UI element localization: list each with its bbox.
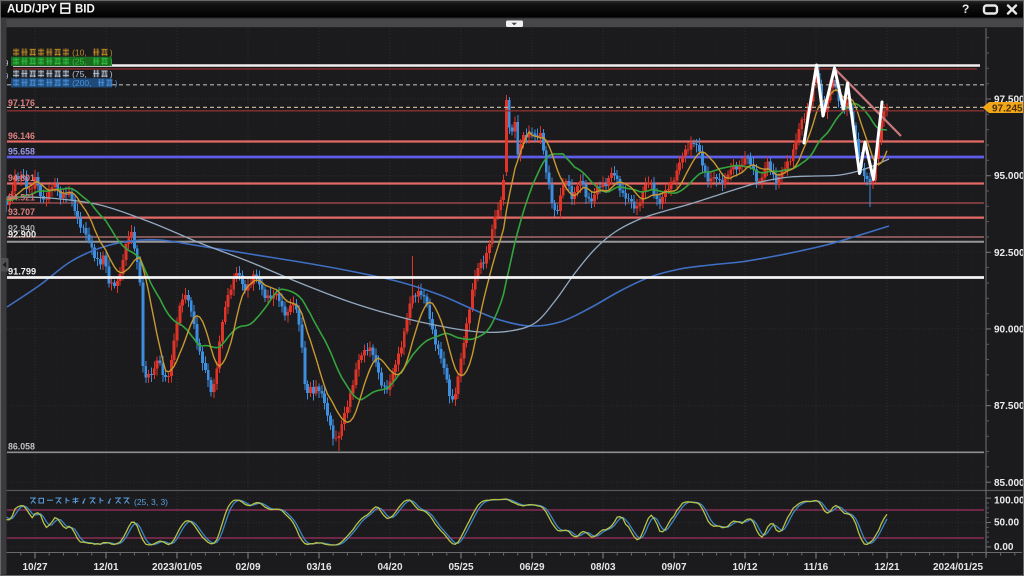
svg-text:100.00: 100.00 (994, 496, 1024, 507)
svg-text:10/12: 10/12 (732, 562, 757, 573)
svg-text:50.00: 50.00 (994, 518, 1019, 529)
svg-text:10/27: 10/27 (22, 562, 47, 573)
svg-text:2023/01/05: 2023/01/05 (152, 562, 202, 573)
svg-text:97.176: 97.176 (8, 98, 35, 108)
svg-text:(25, 3, 3): (25, 3, 3) (134, 497, 168, 507)
svg-text:96.146: 96.146 (8, 131, 35, 141)
svg-text:05/25: 05/25 (448, 562, 473, 573)
svg-text:(25,: (25, (72, 57, 87, 67)
svg-text:12/21: 12/21 (874, 562, 899, 573)
svg-text:90.000: 90.000 (994, 324, 1024, 335)
svg-text:12/01: 12/01 (93, 562, 118, 573)
svg-text:(200,: (200, (72, 78, 91, 88)
svg-text:(75,: (75, (72, 69, 87, 79)
svg-text:?: ? (962, 2, 969, 16)
svg-text:09/07: 09/07 (661, 562, 686, 573)
svg-text:04/20: 04/20 (377, 562, 402, 573)
svg-text:85.000: 85.000 (994, 478, 1024, 489)
svg-text:2024/01/25: 2024/01/25 (933, 562, 983, 573)
svg-text:97.500: 97.500 (994, 95, 1024, 106)
svg-text:95.658: 95.658 (8, 147, 35, 157)
svg-text:): ) (110, 57, 113, 67)
svg-text:02/09: 02/09 (235, 562, 260, 573)
svg-text:BID: BID (75, 4, 95, 16)
svg-text:97.245: 97.245 (992, 103, 1023, 114)
svg-text:94.521: 94.521 (8, 193, 35, 203)
svg-text:92.940: 92.940 (8, 224, 35, 234)
svg-text:): ) (110, 48, 113, 58)
svg-text:92.900: 92.900 (8, 230, 36, 240)
svg-text:94.801: 94.801 (8, 173, 35, 183)
svg-text:03/16: 03/16 (306, 562, 331, 573)
svg-text:93.707: 93.707 (8, 207, 35, 217)
svg-text:08/03: 08/03 (590, 562, 615, 573)
svg-text:AUD/JPY: AUD/JPY (7, 4, 57, 16)
svg-text:95.000: 95.000 (994, 171, 1024, 182)
svg-text:0.00: 0.00 (994, 542, 1014, 553)
svg-text:91.799: 91.799 (8, 267, 36, 277)
svg-text:(10,: (10, (72, 48, 87, 58)
svg-text:06/29: 06/29 (519, 562, 544, 573)
svg-text:92.500: 92.500 (994, 248, 1024, 259)
svg-text:87.500: 87.500 (994, 401, 1024, 412)
svg-text:): ) (110, 69, 113, 79)
svg-text:86.058: 86.058 (8, 442, 35, 452)
svg-text:11/16: 11/16 (804, 562, 829, 573)
svg-text:): ) (115, 78, 118, 88)
